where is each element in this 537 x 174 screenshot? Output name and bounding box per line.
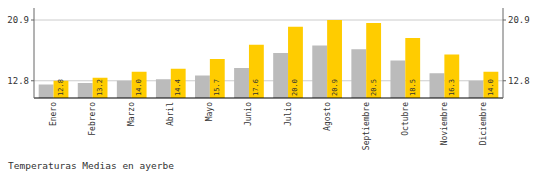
axes: 12.8 20.9 12.8 20.9 Enero Febrero Marzo Abril Ma… — [7, 8, 529, 150]
data-label: 17.6 — [252, 79, 260, 96]
data-labels: 12.8 13.2 14.0 14.4 15.7 17.6 20.0 20.9 20.5 18.5… — [57, 79, 495, 96]
data-label: 14.0 — [487, 79, 495, 96]
bar — [93, 78, 108, 98]
x-tick-label: Febrero — [88, 102, 97, 136]
data-label: 14.0 — [135, 79, 143, 96]
y-tick — [31, 80, 34, 81]
x-tick-label: Septiembre — [362, 102, 371, 150]
bars — [39, 20, 499, 98]
x-tick-label: Agosto — [323, 102, 332, 131]
bar — [249, 45, 264, 98]
bar — [469, 81, 484, 98]
bar — [234, 68, 249, 98]
bar — [351, 49, 366, 98]
data-label: 12.8 — [57, 79, 65, 96]
x-tick-label: Abril — [166, 102, 175, 126]
y2-tick — [503, 80, 506, 81]
grid-line — [34, 20, 503, 21]
x-tick-label: Enero — [49, 102, 58, 126]
y-axis-line — [34, 8, 35, 98]
data-label: 14.4 — [174, 79, 182, 96]
data-label: 16.3 — [448, 79, 456, 96]
bar — [171, 69, 186, 98]
bar — [312, 46, 327, 99]
x-tick-label: Junio — [244, 102, 253, 126]
y2-axis-line — [503, 8, 504, 98]
x-tick-label: Noviembre — [440, 102, 449, 146]
y2-tick-label: 12.8 — [508, 76, 530, 86]
bar — [366, 23, 381, 98]
title: Temperaturas Medias en ayerbe — [8, 160, 174, 171]
bar — [405, 38, 420, 98]
data-label: 20.9 — [331, 79, 339, 96]
data-label: 20.0 — [291, 79, 299, 96]
x-tick-label: Diciembre — [479, 102, 488, 146]
bar — [327, 20, 342, 98]
data-label: 15.7 — [213, 79, 221, 96]
y2-tick — [503, 20, 506, 21]
chart-container: 12.8 13.2 14.0 14.4 15.7 17.6 20.0 20.9 20.5 18.5… — [0, 0, 537, 174]
y-tick-label: 20.9 — [7, 15, 29, 25]
data-label: 13.2 — [96, 79, 104, 96]
bar — [483, 72, 498, 98]
data-label: 18.5 — [409, 79, 417, 96]
bar — [132, 72, 147, 98]
x-tick-label: Julio — [284, 102, 293, 126]
chart-svg: 12.8 13.2 14.0 14.4 15.7 17.6 20.0 20.9 20.5 18.5… — [0, 0, 537, 174]
bar — [195, 76, 210, 99]
x-tick-label: Mayo — [205, 102, 214, 121]
bar — [273, 53, 288, 98]
x-tick-label: Octubre — [401, 102, 410, 136]
bar — [156, 79, 171, 98]
bar — [117, 81, 132, 98]
bar — [430, 73, 445, 98]
y2-tick-label: 20.9 — [508, 15, 530, 25]
bar — [390, 61, 405, 99]
bar — [210, 59, 225, 98]
x-tick-label: Marzo — [127, 102, 136, 126]
bar — [78, 83, 93, 98]
data-label: 20.5 — [370, 79, 378, 96]
grid — [34, 20, 503, 81]
y-tick — [31, 20, 34, 21]
x-axis-line — [34, 97, 503, 98]
y-tick-label: 12.8 — [7, 76, 29, 86]
bar — [288, 27, 303, 98]
bar — [444, 55, 459, 99]
bar — [39, 85, 54, 99]
